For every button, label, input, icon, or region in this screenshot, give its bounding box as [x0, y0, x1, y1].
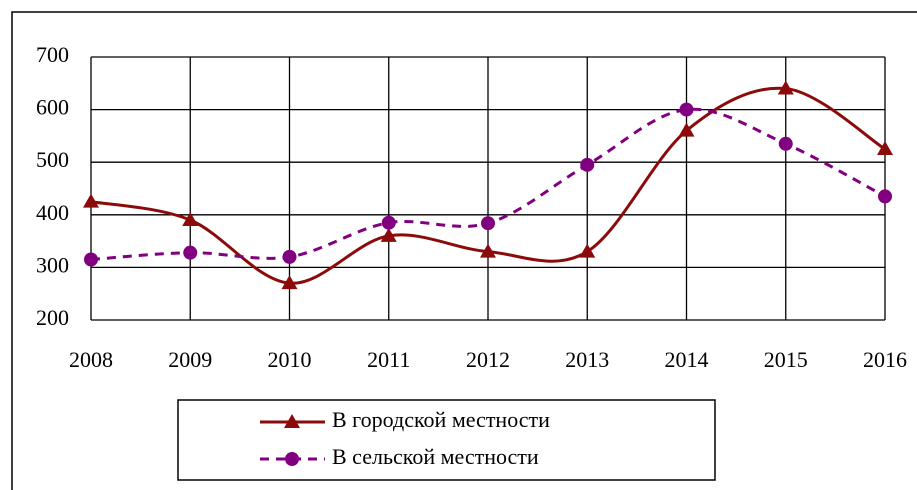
data-point	[84, 252, 98, 267]
data-point	[83, 193, 99, 208]
x-tick-label: 2009	[168, 347, 212, 372]
y-tick-label: 300	[36, 252, 69, 277]
legend-marker	[285, 452, 299, 466]
x-tick-label: 2008	[69, 347, 113, 372]
x-tick-label: 2015	[764, 347, 808, 372]
data-point	[778, 136, 793, 151]
data-point	[777, 80, 794, 95]
legend-label: В городской местности	[332, 407, 550, 432]
legend-marker	[284, 414, 300, 428]
data-point	[678, 122, 695, 137]
data-point	[877, 141, 893, 156]
y-tick-label: 200	[36, 305, 69, 330]
x-tick-label: 2012	[466, 347, 510, 372]
y-tick-label: 400	[36, 200, 69, 225]
y-tick-label: 500	[36, 147, 69, 172]
data-point	[380, 227, 397, 242]
y-tick-label: 600	[36, 95, 69, 120]
data-point	[183, 245, 198, 260]
data-point	[878, 189, 892, 204]
x-tick-label: 2016	[863, 347, 907, 372]
y-tick-label: 700	[36, 42, 69, 67]
x-tick-label: 2014	[665, 347, 709, 372]
data-point	[481, 216, 495, 231]
data-point	[381, 215, 396, 230]
x-tick-label: 2010	[268, 347, 312, 372]
x-tick-label: 2013	[565, 347, 609, 372]
legend-box	[177, 399, 716, 481]
data-point	[282, 249, 297, 264]
x-tick-label: 2011	[367, 347, 410, 372]
data-point	[579, 243, 596, 258]
data-point	[182, 212, 199, 227]
data-point	[480, 243, 496, 258]
data-point	[580, 157, 595, 172]
data-point	[281, 275, 298, 290]
chart-frame	[11, 11, 917, 490]
data-point	[679, 102, 694, 117]
legend-label: В сельской местности	[332, 444, 539, 469]
